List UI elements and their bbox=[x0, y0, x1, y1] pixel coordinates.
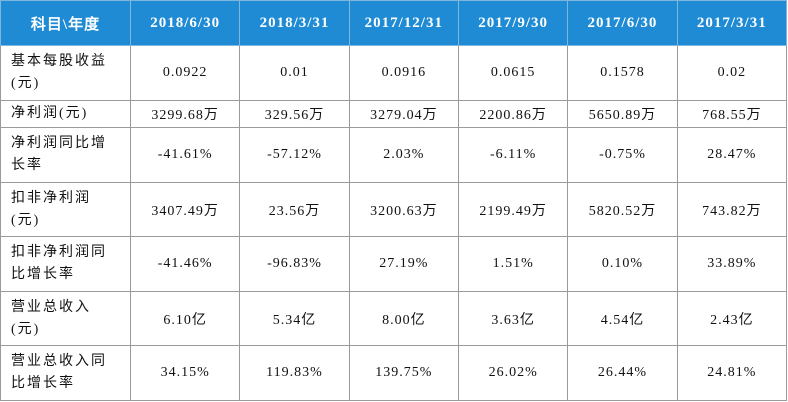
table-cell: 329.56万 bbox=[239, 99, 350, 129]
row-label: 基本每股收益(元) bbox=[0, 45, 131, 101]
header-cell: 科目\年度 bbox=[0, 0, 131, 46]
table-cell: 2199.49万 bbox=[457, 181, 569, 238]
row-label: 净利润同比增长率 bbox=[0, 127, 131, 183]
header-cell: 2018/6/30 bbox=[129, 0, 241, 46]
table-cell: 2.03% bbox=[348, 127, 459, 183]
table-cell: 0.02 bbox=[676, 45, 788, 101]
table-cell: 24.81% bbox=[676, 345, 788, 401]
table-cell: 34.15% bbox=[129, 345, 241, 401]
table-cell: 119.83% bbox=[239, 345, 350, 401]
header-cell: 2017/12/31 bbox=[348, 0, 459, 46]
table-row: 净利润(元) 3299.68万 329.56万 3279.04万 2200.86万 565… bbox=[0, 99, 788, 129]
table-cell: 0.0615 bbox=[457, 45, 569, 101]
table-cell: 743.82万 bbox=[676, 181, 788, 238]
table-cell: -96.83% bbox=[239, 236, 350, 292]
table-cell: 0.01 bbox=[239, 45, 350, 101]
table-cell: 3407.49万 bbox=[129, 181, 241, 238]
table-cell: 5650.89万 bbox=[567, 99, 678, 129]
table-cell: 2200.86万 bbox=[457, 99, 569, 129]
row-label: 扣非净利润同比增长率 bbox=[0, 236, 131, 292]
header-row: 科目\年度 2018/6/30 2018/3/31 2017/12/31 2017/9/… bbox=[0, 0, 788, 46]
table-cell: 27.19% bbox=[348, 236, 459, 292]
table-cell: 26.44% bbox=[567, 345, 678, 401]
table-row: 扣非净利润同比增长率 -41.46% -96.83% 27.19% 1.51% 0.10%… bbox=[0, 236, 788, 292]
table-cell: 0.0922 bbox=[129, 45, 241, 101]
table-cell: 4.54亿 bbox=[567, 290, 678, 347]
table-cell: 2.43亿 bbox=[676, 290, 788, 347]
table-cell: 23.56万 bbox=[239, 181, 350, 238]
row-label: 营业总收入(元) bbox=[0, 290, 131, 347]
table-cell: -41.46% bbox=[129, 236, 241, 292]
table-cell: 3299.68万 bbox=[129, 99, 241, 129]
row-label: 扣非净利润(元) bbox=[0, 181, 131, 238]
table-cell: 26.02% bbox=[457, 345, 569, 401]
table-cell: -57.12% bbox=[239, 127, 350, 183]
table-cell: 3.63亿 bbox=[457, 290, 569, 347]
table-cell: 33.89% bbox=[676, 236, 788, 292]
table-cell: 0.0916 bbox=[348, 45, 459, 101]
header-cell: 2017/6/30 bbox=[567, 0, 678, 46]
table-row: 净利润同比增长率 -41.61% -57.12% 2.03% -6.11% -0.75% 2… bbox=[0, 127, 788, 183]
table-cell: 3279.04万 bbox=[348, 99, 459, 129]
table-cell: 768.55万 bbox=[676, 99, 788, 129]
table-cell: 3200.63万 bbox=[348, 181, 459, 238]
row-label: 净利润(元) bbox=[0, 99, 131, 129]
table-cell: 28.47% bbox=[676, 127, 788, 183]
table-cell: -41.61% bbox=[129, 127, 241, 183]
header-cell: 2017/9/30 bbox=[457, 0, 569, 46]
table-cell: 6.10亿 bbox=[129, 290, 241, 347]
table-cell: 0.1578 bbox=[567, 45, 678, 101]
table-row: 扣非净利润(元) 3407.49万 23.56万 3200.63万 2199.49万 58… bbox=[0, 181, 788, 238]
header-cell: 2017/3/31 bbox=[676, 0, 788, 46]
table-cell: 0.10% bbox=[567, 236, 678, 292]
table-cell: 1.51% bbox=[457, 236, 569, 292]
table-row: 营业总收入(元) 6.10亿 5.34亿 8.00亿 3.63亿 4.54亿 2.43亿 bbox=[0, 290, 788, 347]
row-label: 营业总收入同比增长率 bbox=[0, 345, 131, 401]
table-cell: 5.34亿 bbox=[239, 290, 350, 347]
header-cell: 2018/3/31 bbox=[239, 0, 350, 46]
table-row: 基本每股收益(元) 0.0922 0.01 0.0916 0.0615 0.1578 0.0… bbox=[0, 45, 788, 101]
table-cell: 8.00亿 bbox=[348, 290, 459, 347]
table-cell: 139.75% bbox=[348, 345, 459, 401]
table-cell: 5820.52万 bbox=[567, 181, 678, 238]
table-cell: -6.11% bbox=[457, 127, 569, 183]
table-row: 营业总收入同比增长率 34.15% 119.83% 139.75% 26.02% 26.4… bbox=[0, 345, 788, 401]
table-cell: -0.75% bbox=[567, 127, 678, 183]
